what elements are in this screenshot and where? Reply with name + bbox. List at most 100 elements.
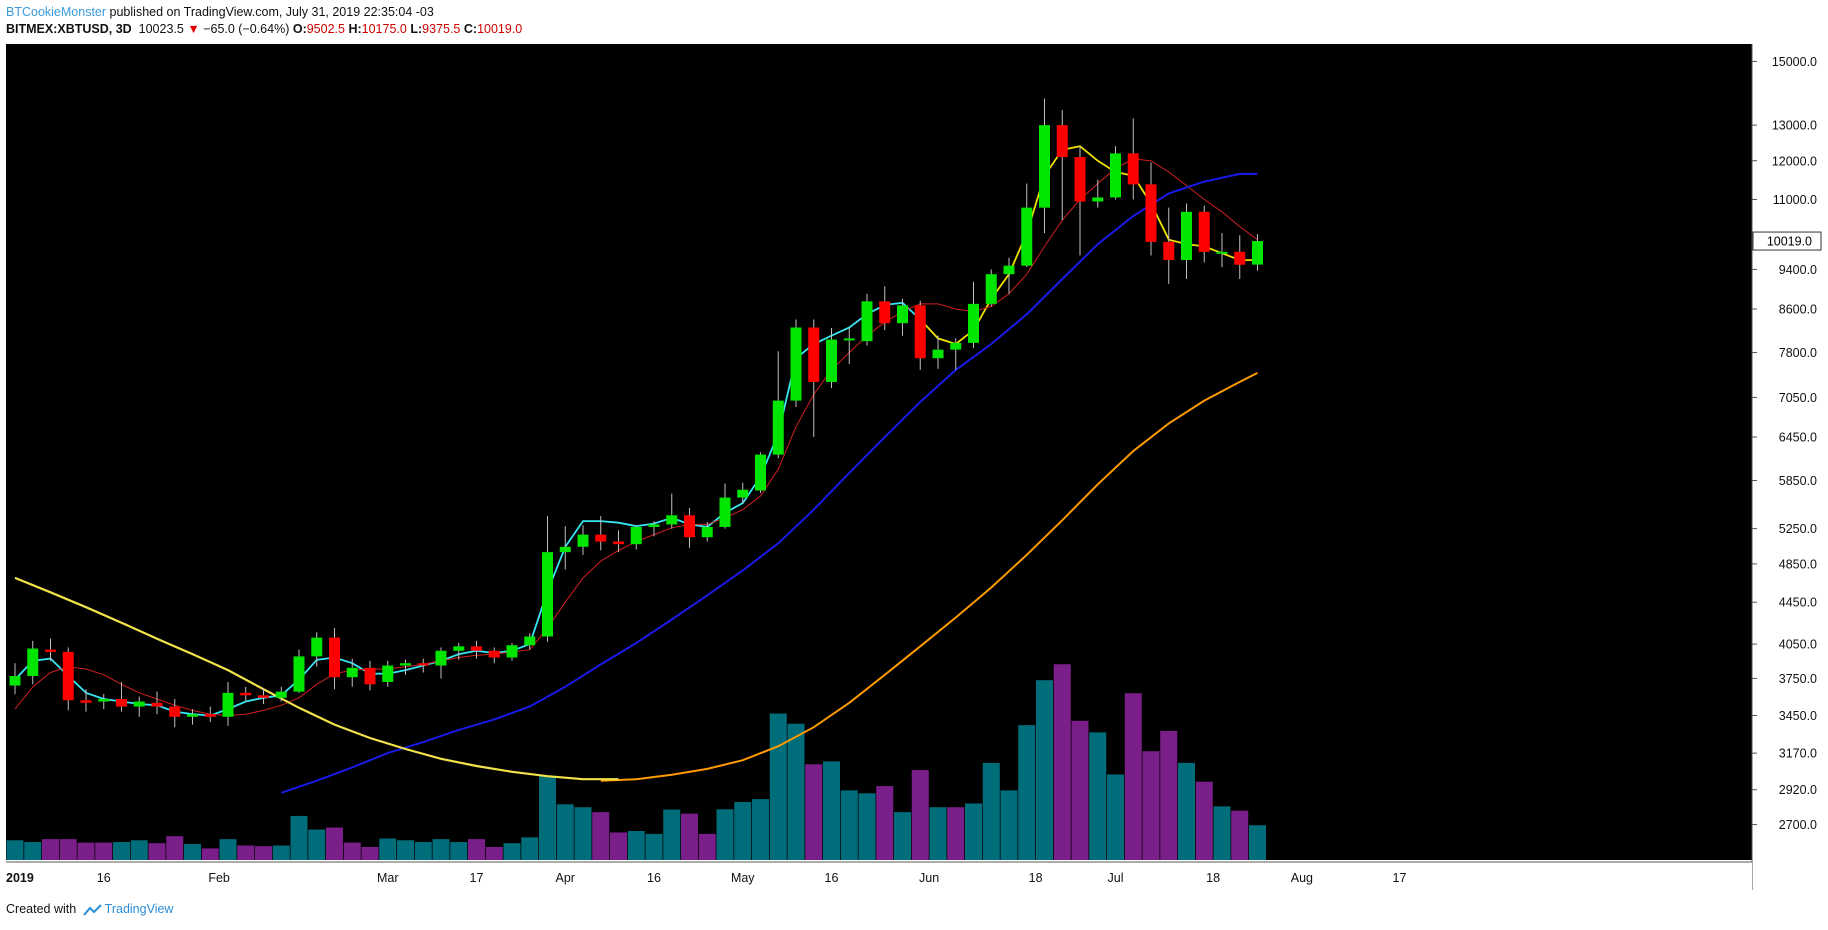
volume-bar <box>397 840 414 860</box>
candle-body <box>648 524 660 527</box>
volume-bar <box>858 793 876 860</box>
volume-bar <box>113 842 130 860</box>
last-price-box <box>1752 231 1822 251</box>
volume-bar <box>432 839 450 860</box>
price-tick-label: 7800.0 <box>1779 346 1817 360</box>
volume-bar <box>1213 806 1231 860</box>
price-tick-label: 4850.0 <box>1779 557 1817 571</box>
close-label: C: <box>463 22 478 36</box>
volume-bar <box>1000 790 1018 860</box>
candle-body <box>950 342 962 350</box>
last-price: 10023.5 <box>138 22 184 36</box>
volume-bar <box>1142 751 1160 860</box>
volume-bar <box>734 802 752 860</box>
price-axis[interactable] <box>1752 44 1828 860</box>
open-label: O: <box>292 22 307 36</box>
time-tick-label: Apr <box>556 871 575 885</box>
price-tick-label: 3450.0 <box>1779 709 1817 723</box>
volume-bar <box>911 770 929 860</box>
candle-body <box>808 327 820 382</box>
volume-bar <box>77 842 95 860</box>
volume-bar <box>645 833 663 860</box>
candle-body <box>524 636 536 646</box>
symbol-label: BITMEX:XBTUSD, 3D <box>6 22 132 36</box>
candle-body <box>985 274 997 304</box>
candle-body <box>1003 265 1015 275</box>
candle-body <box>258 695 269 698</box>
candle-body <box>222 692 234 717</box>
volume-bar <box>805 764 823 860</box>
volume-bar <box>1160 730 1178 860</box>
volume-bar <box>201 848 219 860</box>
volume-bar <box>1089 732 1107 860</box>
candle-body <box>1216 251 1228 254</box>
price-tick-label: 2700.0 <box>1779 818 1817 832</box>
volume-bar <box>1249 825 1266 860</box>
price-tick-label: 8600.0 <box>1779 303 1817 317</box>
price-tick-label: 5850.0 <box>1779 474 1817 488</box>
candle-body <box>116 699 127 707</box>
candle-body <box>577 534 589 547</box>
author-link[interactable]: BTCookieMonster <box>6 5 107 19</box>
candle-body <box>1252 241 1263 265</box>
time-tick-label: 16 <box>825 871 839 885</box>
time-tick-label: 17 <box>1393 871 1407 885</box>
time-tick-label: Aug <box>1291 871 1313 885</box>
volume-bar <box>290 815 308 860</box>
created-with-text: Created with <box>6 902 77 916</box>
volume-bar <box>610 832 627 860</box>
candle-body <box>471 646 482 651</box>
candle-body <box>275 691 287 698</box>
candle-body <box>914 305 926 359</box>
candle-body <box>772 400 784 455</box>
volume-bars <box>6 664 1266 860</box>
volume-bar <box>450 842 468 860</box>
volume-bar <box>42 839 59 860</box>
volume-bar <box>982 762 1000 860</box>
candle-body <box>346 667 358 678</box>
candle-body <box>62 651 74 701</box>
footer: Created with TradingView <box>6 902 173 916</box>
price-tick-label: 7050.0 <box>1779 391 1817 405</box>
volume-bar <box>184 844 201 860</box>
candle-body <box>1039 125 1050 208</box>
volume-bar <box>343 842 361 860</box>
candle-body <box>897 305 908 324</box>
candle-body <box>1163 241 1175 261</box>
candle-body <box>595 534 607 542</box>
volume-bar <box>698 833 716 860</box>
candle-body <box>542 552 553 637</box>
volume-bar <box>503 843 521 860</box>
volume-bar <box>1231 810 1249 860</box>
tradingview-link[interactable]: TradingView <box>104 902 174 916</box>
volume-bar <box>1071 720 1089 860</box>
candle-body <box>826 339 837 382</box>
candle-body <box>1181 211 1192 261</box>
candle-body <box>630 526 642 545</box>
candle-body <box>684 515 695 538</box>
volume-bar <box>219 839 237 860</box>
published-text: published on TradingView.com, July 31, 2… <box>109 5 434 19</box>
volume-bar <box>627 831 645 860</box>
candle-body <box>488 650 500 658</box>
candle-body <box>45 649 56 652</box>
time-tick-label: 2019 <box>6 871 34 885</box>
volume-bar <box>24 842 42 860</box>
time-tick-label: 16 <box>647 871 661 885</box>
ma-line-orange <box>600 372 1258 782</box>
time-tick-label: 18 <box>1029 871 1043 885</box>
candle-body <box>1021 207 1033 266</box>
volume-bar <box>929 807 947 860</box>
price-tick-label: 9400.0 <box>1779 263 1817 277</box>
candle-body <box>701 526 713 538</box>
time-tick-label: May <box>731 871 755 885</box>
candle-body <box>879 301 891 324</box>
candle-body <box>9 676 21 686</box>
volume-bar <box>840 790 858 860</box>
volume-bar <box>592 812 610 860</box>
candle-body <box>666 515 678 525</box>
time-axis[interactable] <box>6 862 1752 890</box>
volume-bar <box>1107 774 1124 860</box>
volume-bar <box>59 839 77 860</box>
